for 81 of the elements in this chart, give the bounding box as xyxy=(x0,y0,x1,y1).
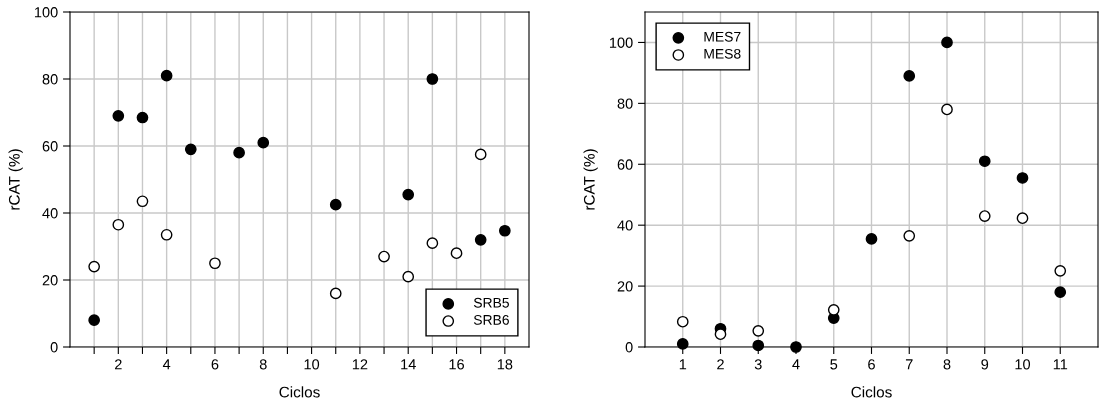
point xyxy=(160,69,173,82)
y-tick-label: 60 xyxy=(617,159,633,170)
point xyxy=(903,229,916,242)
point xyxy=(112,110,125,122)
point xyxy=(498,224,511,237)
x-tick-label: 6 xyxy=(868,359,875,370)
x-tick-label: 16 xyxy=(449,359,464,370)
y-tick-label: 60 xyxy=(42,141,58,152)
point xyxy=(865,233,878,245)
x-tick-label: 5 xyxy=(830,359,838,370)
point xyxy=(257,136,270,149)
point xyxy=(676,338,689,350)
point xyxy=(136,111,149,124)
point xyxy=(1054,286,1067,299)
point xyxy=(827,304,840,316)
x-tick-label: 10 xyxy=(304,359,320,370)
x-tick-label: 4 xyxy=(792,359,800,370)
point xyxy=(426,73,439,85)
x-axis-title: Ciclos xyxy=(851,386,892,398)
point xyxy=(978,155,991,168)
legend-label: SRB6 xyxy=(473,314,509,325)
point xyxy=(329,198,342,211)
x-tick-label: 2 xyxy=(717,359,724,370)
x-tick-label: 14 xyxy=(401,359,416,370)
point xyxy=(450,247,463,260)
x-tick-label: 1 xyxy=(679,359,687,370)
y-tick-label: 40 xyxy=(617,220,633,231)
point xyxy=(209,257,221,270)
point xyxy=(378,250,390,263)
legend-label: MES7 xyxy=(704,31,741,42)
legend-label: SRB5 xyxy=(473,297,509,308)
point xyxy=(941,36,953,49)
point xyxy=(160,228,173,241)
point xyxy=(88,314,101,327)
x-axis-title: Ciclos xyxy=(279,386,320,398)
point xyxy=(233,146,245,159)
point xyxy=(402,188,415,201)
x-tick-label: 8 xyxy=(943,359,951,370)
x-tick-label: 7 xyxy=(905,359,913,370)
x-tick-label: 3 xyxy=(754,359,762,370)
y-tick-label: 0 xyxy=(625,342,633,353)
point xyxy=(790,341,802,353)
point xyxy=(1016,212,1029,225)
x-tick-label: 9 xyxy=(981,359,989,370)
point xyxy=(903,70,916,82)
y-tick-label: 100 xyxy=(34,7,58,18)
y-tick-label: 100 xyxy=(609,37,633,48)
point xyxy=(426,237,439,249)
point xyxy=(88,260,101,273)
y-tick-label: 40 xyxy=(42,208,58,219)
point xyxy=(676,315,689,328)
x-tick-label: 18 xyxy=(497,359,513,370)
point xyxy=(1054,265,1067,277)
legend-label: MES8 xyxy=(704,48,741,59)
x-tick-label: 8 xyxy=(259,359,267,370)
y-axis-title: rCAT (%) xyxy=(583,149,598,210)
point xyxy=(1016,172,1029,184)
x-tick-label: 4 xyxy=(162,359,171,370)
y-axis-title: rCAT (%) xyxy=(8,149,23,210)
x-tick-label: 11 xyxy=(1053,359,1068,370)
point xyxy=(184,143,197,156)
point xyxy=(714,328,727,341)
point xyxy=(752,325,765,337)
y-tick-label: 20 xyxy=(617,281,633,292)
point xyxy=(474,233,487,246)
point xyxy=(402,270,415,283)
point xyxy=(752,339,765,352)
y-tick-label: 80 xyxy=(42,74,58,85)
point xyxy=(941,103,953,116)
y-tick-label: 0 xyxy=(50,342,58,353)
x-tick-label: 6 xyxy=(211,359,219,370)
point xyxy=(112,218,125,231)
y-tick-label: 20 xyxy=(42,275,58,286)
point xyxy=(978,210,991,222)
x-tick-label: 2 xyxy=(114,359,122,370)
y-tick-label: 80 xyxy=(617,98,633,109)
point xyxy=(136,195,149,208)
point xyxy=(329,287,342,300)
point xyxy=(474,148,487,161)
x-tick-label: 12 xyxy=(352,359,368,370)
x-tick-label: 10 xyxy=(1015,359,1031,370)
